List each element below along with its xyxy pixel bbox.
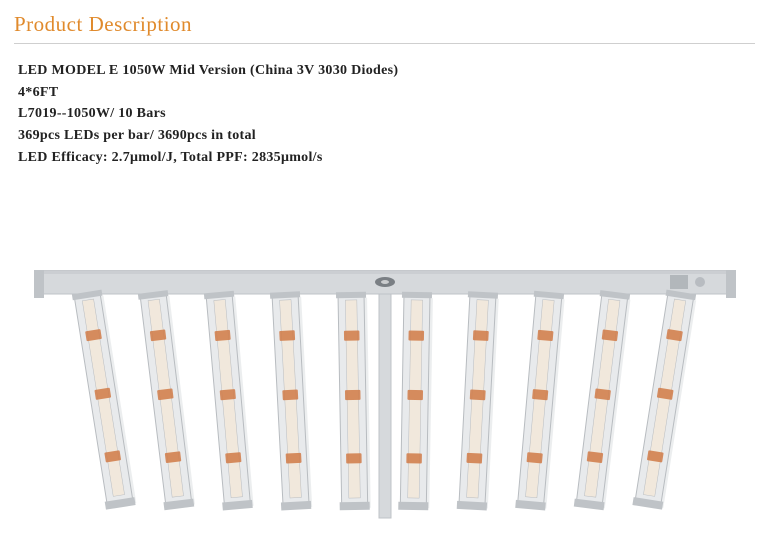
product-image xyxy=(30,270,740,525)
desc-line-model: LED MODEL E 1050W Mid Version (China 3V … xyxy=(18,60,755,82)
desc-line-leds: 369pcs LEDs per bar/ 3690pcs in total xyxy=(18,125,755,147)
description-block: LED MODEL E 1050W Mid Version (China 3V … xyxy=(14,60,755,168)
desc-line-efficacy: LED Efficacy: 2.7μmol/J, Total PPF: 2835… xyxy=(18,147,755,169)
desc-line-size: 4*6FT xyxy=(18,82,755,104)
section-title: Product Description xyxy=(14,12,755,44)
desc-line-sku: L7019--1050W/ 10 Bars xyxy=(18,103,755,125)
